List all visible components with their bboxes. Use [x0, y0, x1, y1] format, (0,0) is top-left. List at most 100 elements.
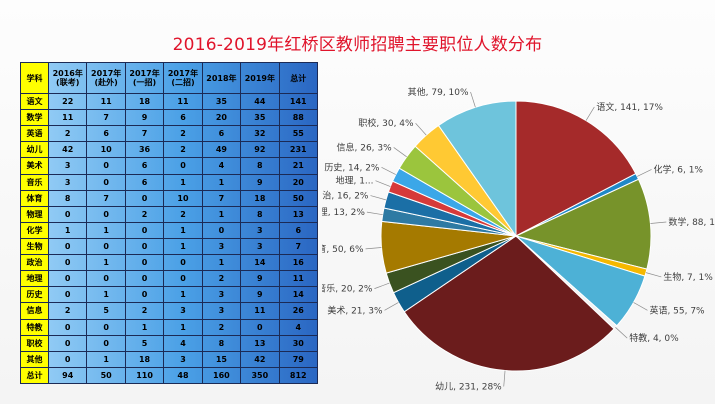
value-cell: 20 [278, 173, 319, 191]
value-cell: 9 [124, 109, 165, 127]
subject-cell: 语文 [20, 92, 49, 111]
value-cell: 141 [278, 92, 319, 111]
table-row: 美术 3 0 6 0 4 8 21 [20, 157, 319, 175]
subject-cell: 政治 [20, 254, 49, 272]
table-row: 生物 0 0 0 1 3 3 7 [20, 237, 319, 256]
pie-slice-16 [437, 100, 517, 238]
table-row: 音乐 3 0 6 1 1 9 20 [20, 173, 319, 191]
label-leader-line-14 [393, 147, 407, 158]
value-cell: 2 [201, 318, 242, 336]
label-leader-line-12 [375, 180, 391, 187]
pie-slice-6 [403, 235, 615, 372]
value-cell: 26 [278, 302, 319, 320]
recruitment-table: 学科 2016年(联考) 2017年(赴外) 2017年(一招) 2017年(二… [20, 62, 319, 385]
value-cell: 3 [201, 286, 242, 304]
value-cell: 21 [278, 157, 319, 175]
slice-label-14: 信息, 26, 3% [337, 141, 393, 153]
value-cell: 3 [47, 173, 88, 191]
value-cell: 0 [163, 254, 203, 272]
value-cell: 1 [201, 205, 242, 223]
value-cell: 14 [278, 286, 319, 304]
value-cell: 0 [47, 350, 88, 368]
label-leader-line-6 [503, 370, 506, 387]
table-row: 幼儿 42 10 36 2 49 92 231 [20, 141, 319, 159]
header-2016-joint: 2016年(联考) [47, 62, 88, 94]
header-total: 总计 [278, 62, 319, 94]
value-cell: 4 [278, 318, 319, 336]
value-cell: 16 [278, 254, 319, 272]
label-leader-line-15 [415, 122, 427, 136]
slice-label-0: 语文, 141, 17% [596, 101, 663, 113]
value-cell: 18 [240, 189, 280, 207]
label-leader-line-11 [370, 195, 387, 201]
value-cell: 18 [124, 350, 165, 368]
table-total-row: 总计 94 50 110 48 160 350 812 [20, 366, 319, 385]
slice-label-7: 美术, 21, 3% [327, 304, 383, 316]
value-cell: 110 [124, 366, 165, 385]
subject-cell: 幼儿 [20, 141, 49, 159]
slice-label-13: 历史, 14, 2% [324, 161, 380, 173]
value-cell: 35 [240, 109, 280, 127]
label-leader-line-3 [645, 272, 662, 278]
value-cell: 160 [201, 366, 242, 385]
value-cell: 7 [86, 189, 126, 207]
value-cell: 3 [240, 221, 280, 239]
value-cell: 0 [47, 286, 88, 304]
value-cell: 22 [47, 92, 88, 111]
value-cell: 812 [278, 366, 319, 385]
subject-cell: 数学 [20, 109, 49, 127]
value-cell: 11 [163, 92, 203, 111]
label-leader-line-1 [637, 169, 652, 177]
value-cell: 50 [86, 366, 126, 385]
subject-cell: 音乐 [20, 173, 49, 191]
table-header-row: 学科 2016年(联考) 2017年(赴外) 2017年(一招) 2017年(二… [20, 62, 319, 94]
subject-cell: 总计 [20, 366, 49, 385]
subject-cell: 信息 [20, 302, 49, 320]
value-cell: 8 [47, 189, 88, 207]
value-cell: 49 [201, 141, 242, 159]
value-cell: 1 [86, 350, 126, 368]
value-cell: 0 [47, 205, 88, 223]
value-cell: 0 [86, 173, 126, 191]
value-cell: 1 [201, 254, 242, 272]
value-cell: 6 [124, 173, 165, 191]
label-leader-line-10 [366, 211, 383, 216]
value-cell: 3 [201, 237, 242, 256]
value-cell: 6 [124, 157, 165, 175]
slice-label-8: 音乐, 20, 2% [322, 283, 373, 295]
value-cell: 3 [201, 302, 242, 320]
value-cell: 0 [86, 237, 126, 256]
header-subject: 学科 [20, 62, 49, 94]
value-cell: 5 [124, 334, 165, 352]
header-2017-second: 2017年(二招) [163, 62, 203, 94]
label-leader-line-4 [633, 302, 648, 311]
value-cell: 94 [47, 366, 88, 385]
value-cell: 11 [240, 302, 280, 320]
value-cell: 0 [47, 237, 88, 256]
table-row: 物理 0 0 2 2 1 8 13 [20, 205, 319, 223]
table-row: 信息 2 5 2 3 3 11 26 [20, 302, 319, 320]
value-cell: 9 [240, 286, 280, 304]
value-cell: 1 [163, 286, 203, 304]
value-cell: 3 [163, 302, 203, 320]
subject-cell: 体育 [20, 189, 49, 207]
table-row: 语文 22 11 18 11 35 44 141 [20, 92, 319, 111]
subject-cell: 特教 [20, 318, 49, 336]
page-title: 2016-2019年红桥区教师招聘主要职位人数分布 [172, 35, 543, 55]
header-2019: 2019年 [240, 62, 280, 94]
table-row: 职校 0 0 5 4 8 13 30 [20, 334, 319, 352]
value-cell: 0 [47, 334, 88, 352]
value-cell: 0 [124, 286, 165, 304]
value-cell: 79 [278, 350, 319, 368]
recruitment-table-container: 学科 2016年(联考) 2017年(赴外) 2017年(一招) 2017年(二… [20, 62, 319, 385]
value-cell: 15 [201, 350, 242, 368]
value-cell: 2 [201, 270, 242, 288]
value-cell: 30 [278, 334, 319, 352]
value-cell: 2 [47, 302, 88, 320]
table-row: 特教 0 0 1 1 2 0 4 [20, 318, 319, 336]
slice-label-2: 数学, 88, 11% [668, 216, 715, 228]
value-cell: 0 [47, 270, 88, 288]
header-2017-first: 2017年(一招) [124, 62, 165, 94]
value-cell: 2 [163, 125, 203, 143]
